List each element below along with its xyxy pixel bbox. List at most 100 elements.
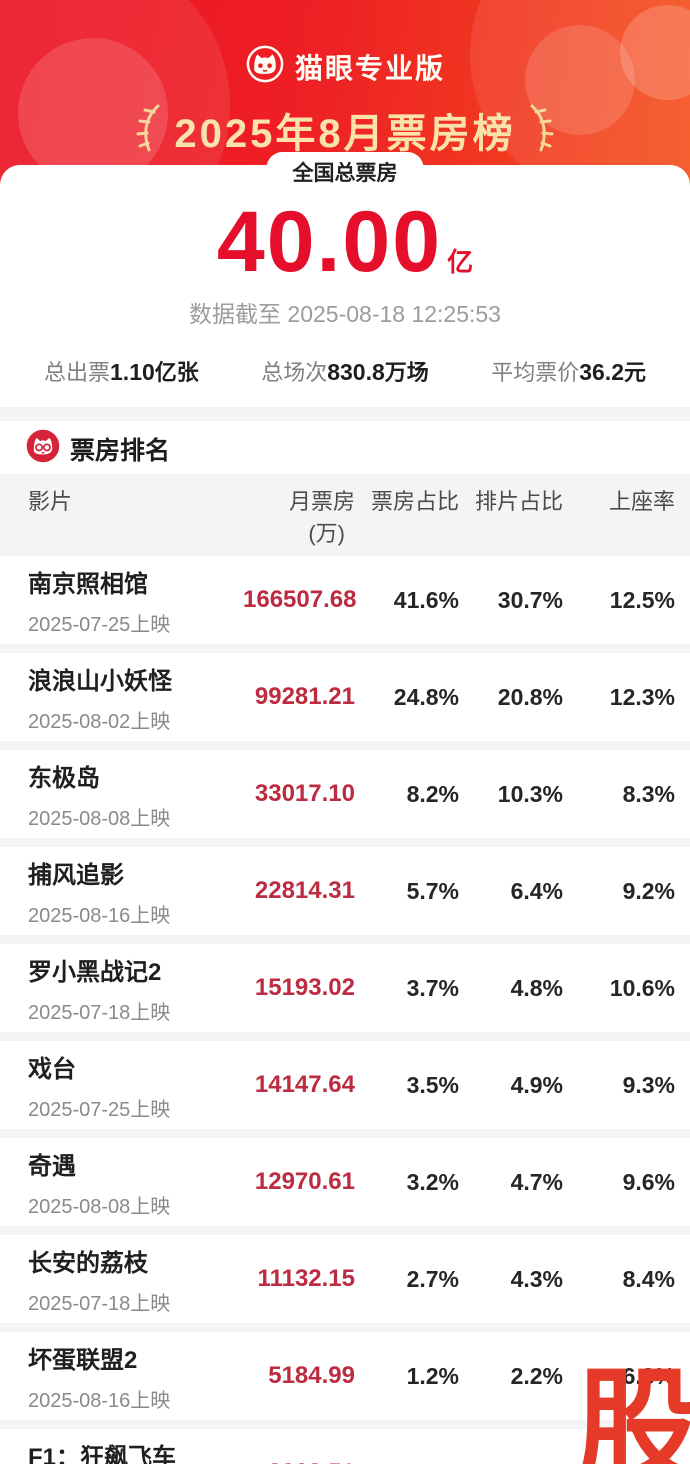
movie-title: 罗小黑战记2: [28, 958, 162, 986]
movie-cell: 南京照相馆 2025-07-25上映: [28, 564, 243, 637]
monthly-box-office-value: 3902.51: [243, 1459, 355, 1464]
summary-stats: 总出票1.10亿张 总场次830.8万场 平均票价36.2元: [0, 329, 690, 407]
maoyan-cat-badge-icon: [26, 429, 60, 468]
table-header: 影片 月票房 (万) 票房占比 排片占比 上座率: [0, 474, 690, 556]
screening-share-value: 4.8%: [510, 974, 563, 1001]
stat-total-tickets: 总出票1.10亿张: [44, 359, 199, 385]
monthly-box-office-value: 5184.99: [268, 1362, 355, 1389]
national-box-office-badge: 全国总票房: [266, 152, 424, 195]
occupancy-rate-value: 9.6%: [622, 1168, 675, 1195]
watermark-text: 股: [575, 1359, 690, 1464]
monthly-box-office-value: 12970.61: [254, 1168, 355, 1195]
laurel-right-icon: [528, 103, 556, 158]
monthly-box-office-value: 14147.64: [254, 1071, 355, 1098]
column-header-box-share: 票房占比: [370, 489, 459, 514]
monthly-box-office-value: 22814.31: [254, 877, 355, 904]
occupancy-rate-value: 9.3%: [622, 1071, 675, 1098]
release-date: 2025-08-08上映: [28, 807, 171, 830]
movie-cell: 戏台 2025-07-25上映: [28, 1049, 243, 1122]
table-row[interactable]: 戏台 2025-07-25上映 14147.64 3.5% 4.9% 9.3%: [0, 1041, 690, 1138]
monthly-box-office-value: 15193.02: [254, 974, 355, 1001]
decor-bubble: [620, 5, 690, 100]
decor-bubble: [525, 25, 635, 135]
release-date: 2025-08-02上映: [28, 710, 171, 733]
table-row[interactable]: F1：狂飙飞车 2025-06-27上映 3902.51 0.9% 0.5%: [0, 1429, 690, 1464]
box-share-value: 0.9%: [355, 1460, 459, 1464]
box-share-value: 1.2%: [406, 1362, 459, 1389]
movie-cell: F1：狂飙飞车 2025-06-27上映: [28, 1437, 243, 1464]
column-header-screening-share: 排片占比: [474, 489, 563, 514]
screening-share-value: 4.3%: [510, 1265, 563, 1292]
column-header-monthly-box-office: 月票房 (万): [288, 489, 355, 546]
movie-cell: 长安的荔枝 2025-07-18上映: [28, 1243, 243, 1316]
movie-cell: 东极岛 2025-08-08上映: [28, 758, 243, 831]
summary-card: 全国总票房 40.00 亿 数据截至 2025-08-18 12:25:53 总出…: [0, 152, 690, 407]
table-row[interactable]: 坏蛋联盟2 2025-08-16上映 5184.99 1.2% 2.2% 6.8…: [0, 1332, 690, 1429]
ranking-rows: 南京照相馆 2025-07-25上映 166507.68 41.6% 30.7%…: [0, 556, 690, 1464]
movie-title: 南京照相馆: [28, 570, 148, 598]
release-date: 2025-08-16上映: [28, 904, 171, 927]
box-share-value: 5.7%: [406, 877, 459, 904]
box-share-value: 41.6%: [393, 586, 459, 613]
monthly-box-office-value: 11132.15: [257, 1265, 355, 1292]
stat-average-price: 平均票价36.2元: [491, 359, 646, 385]
table-row[interactable]: 东极岛 2025-08-08上映 33017.10 8.2% 10.3% 8.3…: [0, 750, 690, 847]
movie-title: F1：狂飙飞车: [28, 1443, 177, 1464]
box-share-value: 3.5%: [406, 1071, 459, 1098]
movie-title: 戏台: [28, 1055, 76, 1083]
movie-title: 浪浪山小妖怪: [28, 667, 172, 695]
box-share-value: 3.2%: [406, 1168, 459, 1195]
column-header-occupancy: 上座率: [608, 489, 675, 514]
screening-share-value: 4.9%: [510, 1071, 563, 1098]
monthly-box-office-value: 99281.21: [254, 683, 355, 710]
data-cutoff-time: 数据截至 2025-08-18 12:25:53: [189, 301, 501, 327]
movie-cell: 捕风追影 2025-08-16上映: [28, 855, 243, 928]
table-row[interactable]: 长安的荔枝 2025-07-18上映 11132.15 2.7% 4.3% 8.…: [0, 1235, 690, 1332]
monthly-box-office-value: 33017.10: [254, 780, 355, 807]
screening-share-value: 0.5%: [459, 1460, 563, 1464]
table-row[interactable]: 罗小黑战记2 2025-07-18上映 15193.02 3.7% 4.8% 1…: [0, 944, 690, 1041]
occupancy-rate-value: 9.2%: [622, 877, 675, 904]
ranking-section-header: 票房排名: [0, 421, 690, 474]
laurel-left-icon: [134, 103, 162, 158]
table-row[interactable]: 浪浪山小妖怪 2025-08-02上映 99281.21 24.8% 20.8%…: [0, 653, 690, 750]
decor-bubble: [18, 38, 168, 188]
movie-cell: 坏蛋联盟2 2025-08-16上映: [28, 1340, 243, 1413]
release-date: 2025-08-16上映: [28, 1389, 171, 1412]
table-row[interactable]: 捕风追影 2025-08-16上映 22814.31 5.7% 6.4% 9.2…: [0, 847, 690, 944]
section-divider: [0, 407, 690, 421]
movie-cell: 罗小黑战记2 2025-07-18上映: [28, 952, 243, 1025]
table-row[interactable]: 奇遇 2025-08-08上映 12970.61 3.2% 4.7% 9.6%: [0, 1138, 690, 1235]
screening-share-value: 20.8%: [497, 683, 563, 710]
screening-share-value: 6.4%: [510, 877, 563, 904]
stat-total-screenings: 总场次830.8万场: [261, 359, 429, 385]
monthly-box-office-value: 166507.68: [243, 586, 357, 613]
movie-title: 奇遇: [28, 1152, 76, 1180]
occupancy-rate-value: 10.6%: [609, 974, 675, 1001]
brand-name: 猫眼专业版: [294, 52, 445, 84]
total-box-office: 40.00 亿: [0, 165, 690, 285]
occupancy-rate-value: 8.4%: [622, 1265, 675, 1292]
brand-row: 猫眼专业版: [0, 0, 690, 89]
movie-title: 捕风追影: [28, 861, 124, 889]
movie-cell: 浪浪山小妖怪 2025-08-02上映: [28, 661, 243, 734]
screening-share-value: 4.7%: [510, 1168, 563, 1195]
release-date: 2025-07-25上映: [28, 613, 171, 636]
release-date: 2025-07-25上映: [28, 1098, 171, 1121]
total-box-office-value: 40.00: [216, 194, 443, 290]
occupancy-rate-value: 6.8%: [622, 1362, 675, 1389]
maoyan-cat-logo-icon: [245, 44, 285, 89]
box-share-value: 24.8%: [393, 683, 459, 710]
table-row[interactable]: 南京照相馆 2025-07-25上映 166507.68 41.6% 30.7%…: [0, 556, 690, 653]
column-header-movie: 影片: [28, 489, 73, 514]
ranking-section-title: 票房排名: [70, 436, 171, 465]
movie-title: 长安的荔枝: [28, 1249, 148, 1277]
total-box-office-unit: 亿: [447, 247, 474, 277]
screening-share-value: 2.2%: [510, 1362, 563, 1389]
box-share-value: 3.7%: [406, 974, 459, 1001]
occupancy-rate-value: 8.3%: [622, 780, 675, 807]
page-title: 2025年8月票房榜: [174, 112, 516, 156]
release-date: 2025-07-18上映: [28, 1001, 171, 1024]
box-share-value: 2.7%: [406, 1265, 459, 1292]
